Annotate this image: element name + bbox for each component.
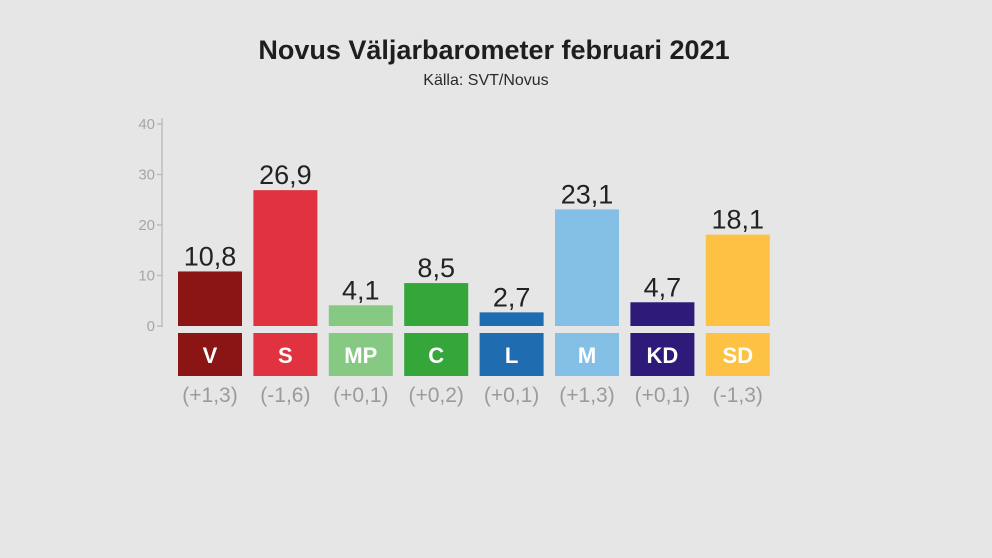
change-label: (+1,3)	[559, 384, 614, 407]
party-label: L	[505, 343, 518, 368]
party-box-c	[404, 333, 469, 376]
party-label: V	[203, 343, 218, 368]
party-label: MP	[344, 343, 377, 368]
value-label: 2,7	[493, 282, 531, 312]
y-axis: 0 10 20 30 40	[138, 116, 163, 335]
bar-kd	[630, 302, 695, 326]
y-tick-label: 0	[147, 318, 155, 335]
party-box-v	[178, 333, 242, 376]
value-label: 8,5	[417, 253, 455, 283]
bar-l	[479, 312, 544, 326]
bars-group: 10,8 V (+1,3) 26,9 S (-1,6) 4,1 MP (+0,1) 8,5 C (+0…	[178, 160, 770, 407]
party-label: C	[428, 343, 444, 368]
party-box-l	[479, 333, 544, 376]
change-label: (+0,1)	[333, 384, 388, 407]
y-tick-label: 20	[138, 217, 155, 234]
change-label: (-1,3)	[713, 384, 763, 407]
party-box-s	[253, 333, 318, 376]
party-box-kd	[630, 333, 695, 376]
bar-c	[404, 283, 469, 326]
y-tick-label: 30	[138, 167, 155, 184]
party-label: KD	[647, 343, 679, 368]
change-label: (-1,6)	[260, 384, 310, 407]
bar-s	[253, 190, 318, 326]
party-label: S	[278, 343, 293, 368]
party-box-m	[555, 333, 619, 376]
change-label: (+0,2)	[408, 384, 463, 407]
value-label: 4,1	[342, 275, 380, 305]
value-label: 26,9	[259, 160, 312, 190]
bar-sd	[705, 234, 770, 326]
change-label: (+0,1)	[484, 384, 539, 407]
change-label: (+1,3)	[182, 384, 237, 407]
bar-v	[178, 271, 242, 326]
value-label: 10,8	[184, 241, 237, 271]
chart-title: Novus Väljarbarometer februari 2021	[258, 35, 729, 65]
value-label: 23,1	[561, 179, 614, 209]
chart-subtitle: Källa: SVT/Novus	[423, 72, 548, 89]
party-label: SD	[723, 343, 754, 368]
y-tick-label: 40	[138, 116, 155, 133]
party-box-mp	[328, 333, 393, 376]
change-label: (+0,1)	[635, 384, 690, 407]
value-label: 4,7	[644, 272, 682, 302]
bar-mp	[328, 305, 393, 326]
party-label: M	[578, 343, 596, 368]
bar-m	[555, 209, 619, 326]
value-label: 18,1	[712, 205, 765, 235]
y-tick-label: 10	[138, 268, 155, 285]
party-box-sd	[705, 333, 770, 376]
